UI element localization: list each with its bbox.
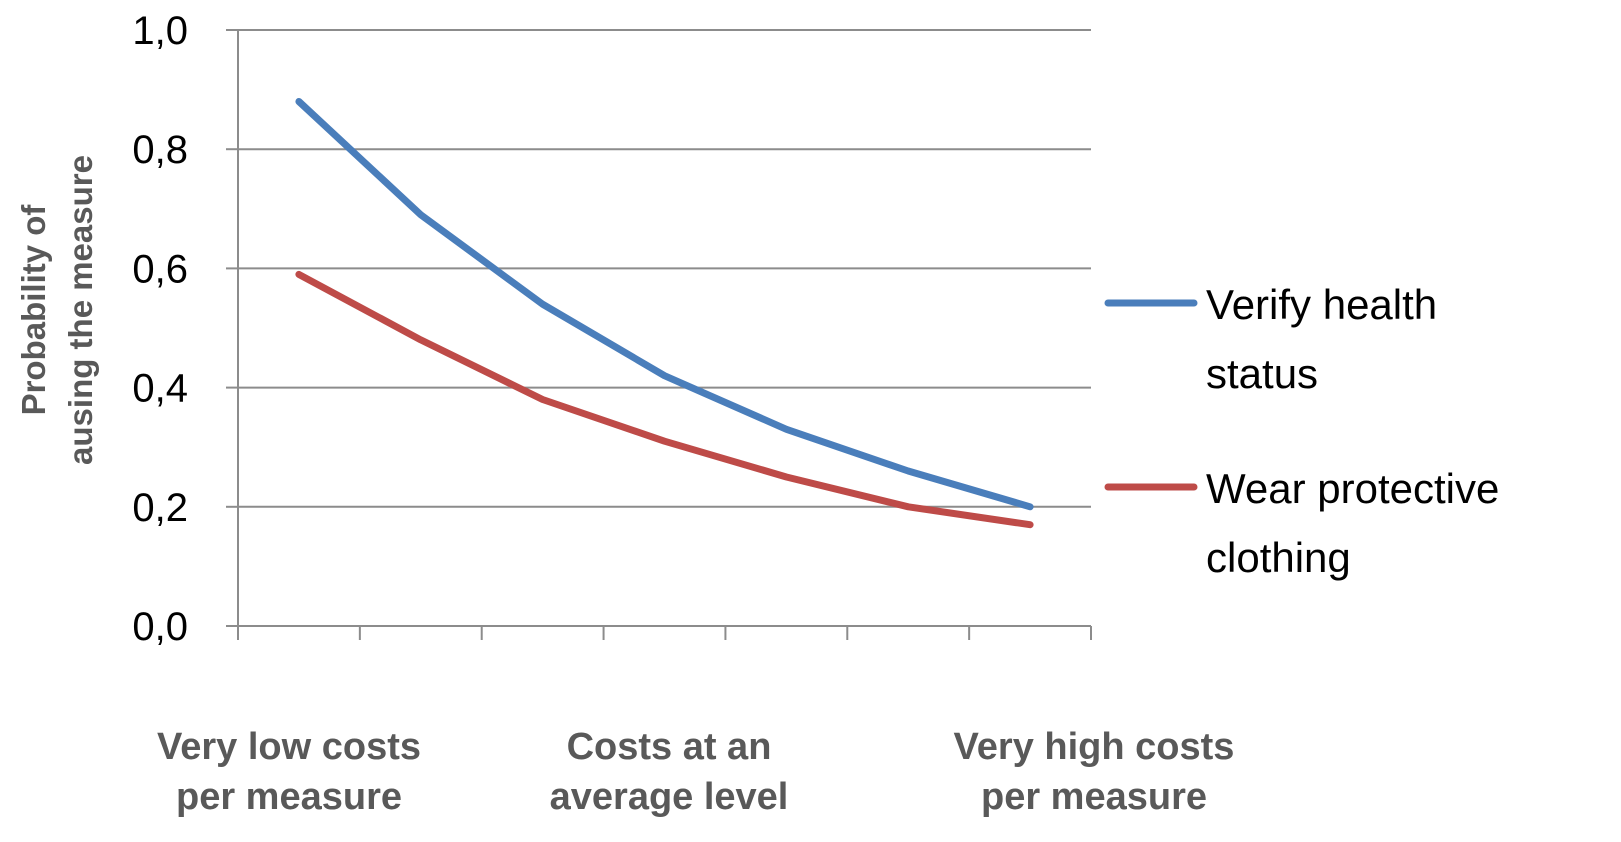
legend-label: Wear protective bbox=[1206, 465, 1499, 512]
axes bbox=[237, 30, 1092, 640]
x-category-labels: Very low costs per measure Costs at an aver… bbox=[157, 726, 1234, 818]
x-category-label: average level bbox=[550, 776, 789, 818]
x-category-label: per measure bbox=[981, 776, 1207, 818]
legend: Verify health status Wear protective clothi… bbox=[1104, 281, 1499, 581]
series-lines bbox=[295, 98, 1034, 529]
y-tick-label: 0,8 bbox=[132, 128, 188, 172]
y-tick-label: 0,4 bbox=[132, 367, 188, 411]
y-tick-label: 0,2 bbox=[132, 486, 188, 530]
y-axis-title-line: Probability of bbox=[15, 204, 52, 416]
legend-label: status bbox=[1206, 350, 1318, 397]
legend-label: Verify health bbox=[1206, 281, 1437, 328]
x-category-label: Very high costs bbox=[954, 726, 1235, 768]
x-category-label: Costs at an bbox=[567, 726, 772, 768]
x-category-label: Very low costs bbox=[157, 726, 421, 768]
legend-label: clothing bbox=[1206, 534, 1351, 581]
series-line-2 bbox=[295, 270, 1034, 529]
y-tick-label: 0,0 bbox=[132, 605, 188, 649]
y-tick-label: 0,6 bbox=[132, 247, 188, 291]
gridlines bbox=[226, 29, 1091, 627]
y-tick-label: 1,0 bbox=[132, 9, 188, 53]
y-axis-title-line: ausing the measure bbox=[62, 155, 99, 465]
x-category-label: per measure bbox=[176, 776, 402, 818]
y-axis-title: Probability of ausing the measure bbox=[15, 155, 99, 465]
y-tick-labels: 0,0 0,2 0,4 0,6 0,8 1,0 bbox=[132, 9, 188, 649]
series-line-1 bbox=[295, 98, 1034, 511]
